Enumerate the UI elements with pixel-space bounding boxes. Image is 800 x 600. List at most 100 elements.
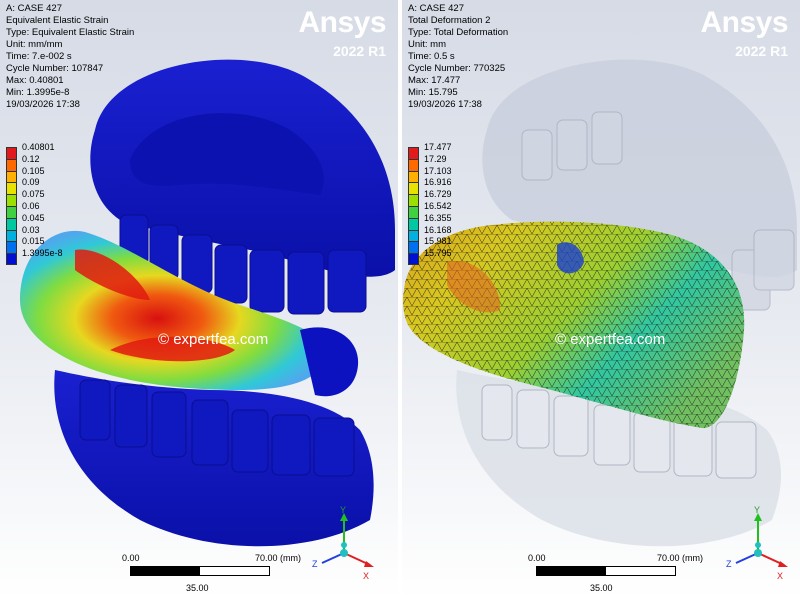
right-time: Time: 0.5 s	[408, 51, 455, 62]
right-watermark: © expertfea.com	[555, 331, 666, 348]
legend-label: 0.105	[22, 165, 45, 176]
left-cycle-number: Cycle Number: 107847	[6, 63, 104, 74]
ansys-logo: Ansys	[298, 6, 386, 39]
legend-swatch	[6, 158, 17, 171]
legend-label: 16.916	[424, 177, 452, 188]
left-scale-bar	[130, 566, 270, 576]
right-result-name: Total Deformation 2	[408, 15, 491, 26]
left-viewport[interactable]: A: CASE 427 Equivalent Elastic Strain Ty…	[0, 0, 398, 600]
legend-label: 17.477	[424, 142, 452, 152]
left-ansys-brand: Ansys 2022 R1	[298, 8, 386, 60]
legend-swatch	[6, 205, 17, 218]
legend-label: 0.015	[22, 236, 45, 247]
left-triad-y-label: Y	[340, 505, 346, 515]
left-result-type: Type: Equivalent Elastic Strain	[6, 27, 135, 38]
legend-swatch	[408, 194, 419, 206]
right-triad-y-label: Y	[754, 505, 760, 515]
legend-swatch	[6, 229, 17, 242]
lower-teeth	[79, 379, 355, 477]
left-axis-triad[interactable]: Y Z X	[300, 505, 380, 585]
viewport-divider	[398, 0, 402, 600]
left-result-name: Equivalent Elastic Strain	[6, 15, 109, 26]
legend-swatch	[6, 241, 17, 254]
legend-swatch	[6, 217, 17, 230]
legend-label: 0.045	[22, 212, 45, 223]
lower-jaw-front	[300, 327, 359, 397]
legend-swatch	[408, 205, 419, 218]
legend-swatch	[408, 217, 419, 230]
legend-swatch	[408, 182, 419, 195]
right-scale-bar	[536, 566, 676, 576]
right-triad-z-label: Z	[726, 559, 732, 569]
legend-label: 0.12	[22, 153, 40, 164]
lower-teeth-translucent	[481, 384, 757, 479]
legend-label: 17.103	[424, 165, 452, 176]
left-info-block: A: CASE 427 Equivalent Elastic Strain Ty…	[6, 3, 134, 111]
right-viewport[interactable]: A: CASE 427 Total Deformation 2 Type: To…	[402, 0, 800, 600]
legend-swatch	[408, 229, 419, 242]
ansys-logo: Ansys	[700, 6, 788, 39]
legend-label: 0.06	[22, 200, 40, 211]
left-triad-x-label: X	[363, 571, 369, 581]
right-color-legend[interactable]: 17.477 17.29 17.103 16.916 16.729 16.542 16.35…	[408, 142, 452, 265]
legend-swatch	[6, 147, 17, 159]
right-result-type: Type: Total Deformation	[408, 27, 509, 38]
left-scale-max: 70.00 (mm)	[255, 553, 302, 563]
legend-label: 15.795	[424, 248, 452, 259]
right-scale-mid: 35.00	[590, 583, 613, 593]
max-deformation-region	[447, 260, 501, 313]
legend-swatch	[6, 194, 17, 206]
right-model-scene[interactable]	[402, 0, 800, 600]
left-color-legend[interactable]: 0.40801 0.12 0.105 0.09 0.075 0.06 0.045 0.03 0.…	[6, 142, 63, 265]
left-legend-swatches	[6, 147, 17, 265]
legend-label: 16.542	[424, 200, 452, 211]
left-min: Min: 1.3995e-8	[6, 87, 70, 98]
legend-label: 0.40801	[22, 142, 55, 152]
left-time: Time: 7.e-002 s	[6, 51, 72, 62]
legend-swatch	[408, 170, 419, 183]
left-scale-mid: 35.00	[186, 583, 209, 593]
legend-label: 16.168	[424, 224, 452, 235]
ansys-version: 2022 R1	[735, 43, 788, 59]
left-model-scene[interactable]	[0, 0, 398, 600]
legend-label: 16.729	[424, 189, 452, 200]
legend-label: 16.355	[424, 212, 452, 223]
right-ansys-brand: Ansys 2022 R1	[700, 8, 788, 60]
legend-label: 1.3995e-8	[22, 248, 63, 259]
right-cycle-number: Cycle Number: 770325	[408, 63, 506, 74]
right-axis-triad[interactable]: Y Z X	[714, 505, 794, 585]
legend-label: 0.09	[22, 177, 40, 188]
left-scale-zero: 0.00	[122, 553, 140, 563]
right-triad-x-label: X	[777, 571, 783, 581]
right-case-label: A: CASE 427	[408, 3, 464, 14]
legend-label: 15.981	[424, 236, 452, 247]
right-info-block: A: CASE 427 Total Deformation 2 Type: To…	[408, 3, 508, 111]
right-scale-zero: 0.00	[528, 553, 546, 563]
legend-swatch	[6, 182, 17, 195]
right-max: Max: 17.477	[408, 75, 461, 86]
upper-teeth	[119, 214, 367, 315]
ansys-version: 2022 R1	[333, 43, 386, 59]
upper-teeth-translucent	[521, 111, 795, 311]
min-deformation-region	[557, 242, 584, 274]
legend-swatch	[408, 147, 419, 159]
legend-label: 0.03	[22, 224, 40, 235]
legend-label: 17.29	[424, 153, 447, 164]
right-min: Min: 15.795	[408, 87, 458, 98]
legend-label: 0.075	[22, 189, 45, 200]
legend-swatch	[408, 158, 419, 171]
right-legend-labels: 17.477 17.29 17.103 16.916 16.729 16.542 16.35…	[424, 142, 452, 260]
right-scale-max: 70.00 (mm)	[657, 553, 704, 563]
mouthguard-mesh	[403, 221, 745, 429]
left-legend-labels: 0.40801 0.12 0.105 0.09 0.075 0.06 0.045 0.03 0.…	[22, 142, 63, 260]
left-case-label: A: CASE 427	[6, 3, 62, 14]
right-unit: Unit: mm	[408, 39, 446, 50]
left-max: Max: 0.40801	[6, 75, 64, 86]
legend-swatch	[6, 170, 17, 183]
high-strain-region	[110, 336, 235, 362]
legend-swatch	[408, 253, 419, 265]
legend-swatch	[408, 241, 419, 254]
upper-jaw-inner	[130, 113, 324, 195]
right-timestamp: 19/03/2026 17:38	[408, 99, 482, 110]
